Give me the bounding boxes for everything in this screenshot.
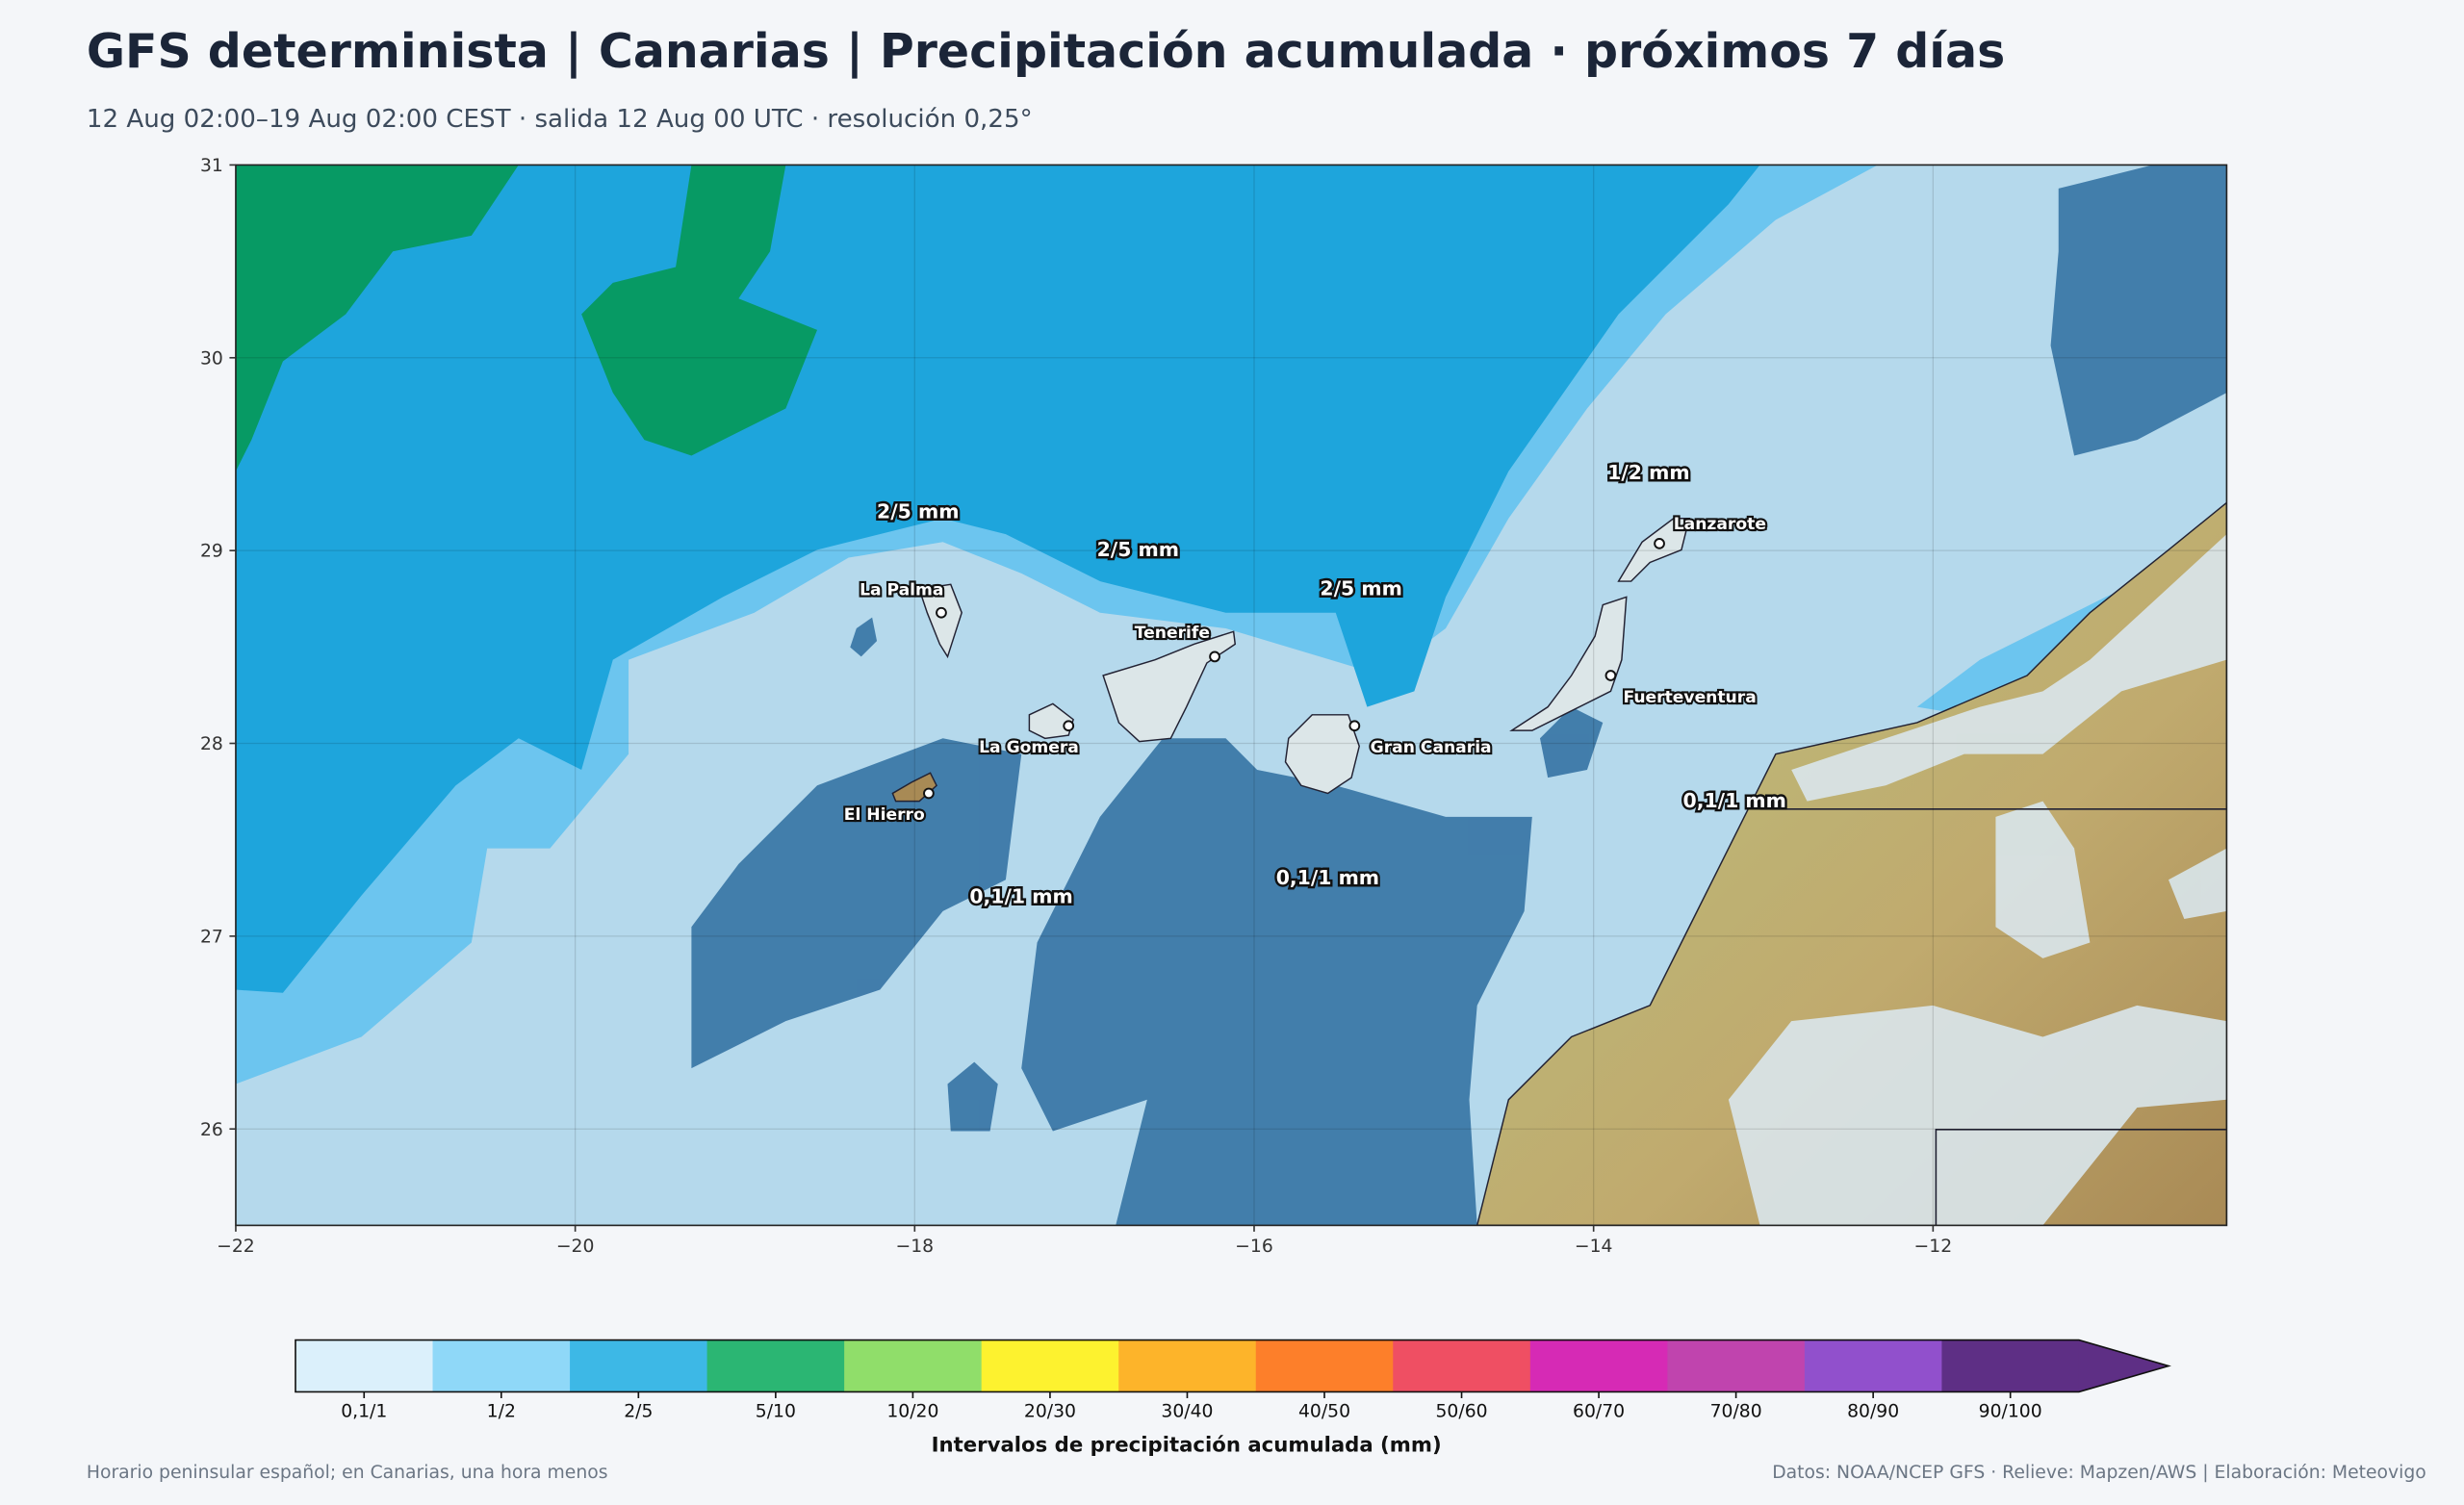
colorbar-segment	[570, 1339, 708, 1392]
colorbar-label: 20/30	[1024, 1402, 1076, 1422]
y-tick-label: 29	[200, 542, 223, 562]
colorbar-label: 90/100	[1979, 1402, 2042, 1422]
colorbar-label: 1/2	[487, 1402, 516, 1422]
island-label: El Hierro	[844, 805, 925, 825]
island-label: La Palma	[860, 581, 943, 600]
colorbar-segment	[706, 1339, 845, 1392]
precip-label: 0,1/1 mm	[1683, 789, 1786, 812]
x-tick-label: −18	[896, 1237, 935, 1257]
colorbar-segment	[1393, 1339, 1531, 1392]
x-tick-label: −12	[1914, 1237, 1953, 1257]
x-tick-label: −20	[556, 1237, 595, 1257]
relief-deep	[691, 165, 2227, 1226]
title: GFS determinista | Canarias | Precipitac…	[87, 24, 2005, 79]
precip-label: 2/5 mm	[877, 500, 959, 523]
colorbar-title: Intervalos de precipitación acumulada (m…	[932, 1433, 1442, 1457]
colorbar-label: 80/90	[1847, 1402, 1899, 1422]
graticule	[235, 165, 2227, 1226]
y-tick-label: 28	[200, 734, 223, 754]
y-tick-label: 31	[200, 156, 223, 176]
colorbar-segment	[844, 1339, 983, 1392]
colorbar-segment	[1941, 1339, 2080, 1392]
y-tick-label: 27	[200, 927, 223, 947]
colorbar: 0,1/1 1/2 2/5 5/10 10/20 20/30 30/40 40/50 50/60…	[295, 1339, 2171, 1422]
colorbar-label: 2/5	[624, 1402, 653, 1422]
colorbar-extension	[2078, 1339, 2169, 1392]
footer-right: Datos: NOAA/NCEP GFS · Relieve: Mapzen/A…	[1772, 1463, 2426, 1483]
map-frame	[235, 164, 2228, 1227]
footer-left: Horario peninsular español; en Canarias,…	[87, 1463, 608, 1483]
colorbar-segment	[1667, 1339, 1806, 1392]
y-tick-label: 30	[200, 348, 223, 369]
precip-label: 2/5 mm	[1320, 577, 1401, 600]
island-label: Lanzarote	[1674, 515, 1766, 534]
precip-5-10	[235, 165, 818, 472]
precip-label: 2/5 mm	[1097, 538, 1179, 561]
colorbar-outline	[295, 1339, 2171, 1393]
island-label: Tenerife	[1135, 624, 1210, 643]
colorbar-label: 0,1/1	[341, 1402, 387, 1422]
subtitle: 12 Aug 02:00–19 Aug 02:00 CEST · salida …	[87, 105, 1033, 134]
colorbar-label: 10/20	[886, 1402, 938, 1422]
colorbar-segment	[432, 1339, 571, 1392]
precip-label: 0,1/1 mm	[1276, 866, 1379, 889]
precip-label: 1/2 mm	[1607, 461, 1689, 484]
colorbar-segment	[295, 1339, 434, 1392]
islands	[891, 518, 1691, 803]
colorbar-segment	[1255, 1339, 1395, 1392]
colorbar-segment	[1529, 1339, 1669, 1392]
colorbar-segment	[981, 1339, 1120, 1392]
colorbar-segment	[1804, 1339, 1943, 1392]
precip-label: 0,1/1 mm	[969, 885, 1072, 908]
towns	[923, 537, 1665, 800]
y-tick-label: 26	[200, 1120, 223, 1140]
x-tick-label: −14	[1575, 1237, 1613, 1257]
colorbar-label: 60/70	[1573, 1402, 1625, 1422]
x-tick-label: −16	[1235, 1237, 1273, 1257]
x-tick-label: −22	[217, 1237, 255, 1257]
colorbar-label: 70/80	[1710, 1402, 1762, 1422]
island-label: Fuerteventura	[1624, 688, 1757, 707]
colorbar-label: 40/50	[1298, 1402, 1350, 1422]
colorbar-segment	[1118, 1339, 1257, 1392]
island-label: Gran Canaria	[1371, 738, 1492, 757]
colorbar-label: 50/60	[1435, 1402, 1487, 1422]
border	[1759, 807, 2227, 1226]
map: La Palma Tenerife La Gomera El Hierro Gr…	[235, 165, 2227, 1226]
island-label: La Gomera	[979, 738, 1079, 757]
colorbar-label: 30/40	[1161, 1402, 1213, 1422]
precip-land	[1728, 534, 2227, 1226]
colorbar-label: 5/10	[756, 1402, 796, 1422]
